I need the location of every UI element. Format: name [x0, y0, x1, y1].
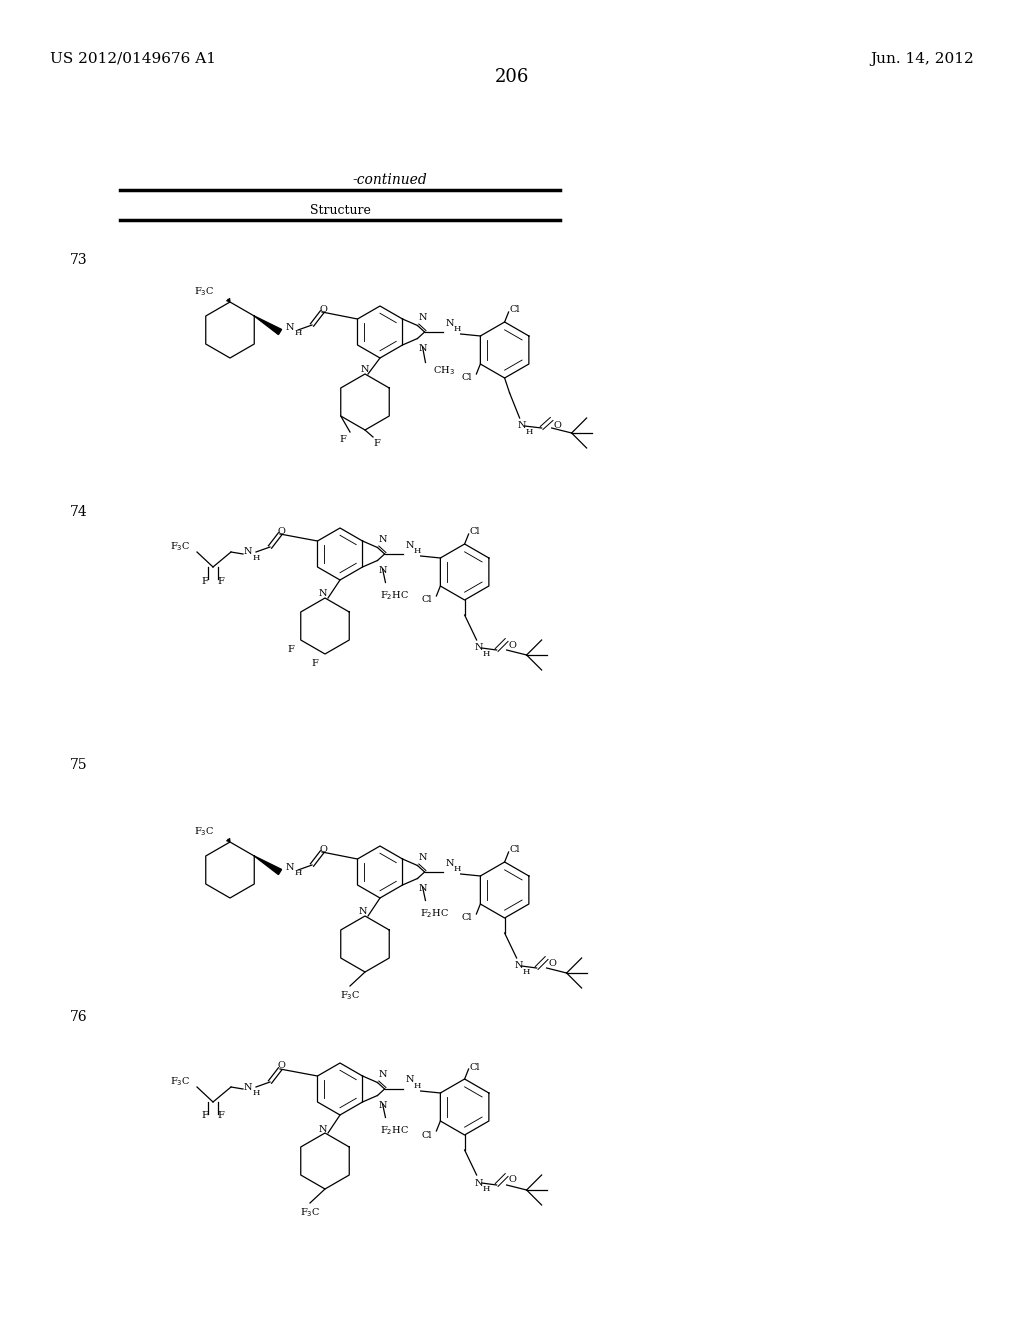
Text: N: N — [514, 961, 523, 970]
Text: N: N — [474, 1179, 483, 1188]
Text: F$_3$C: F$_3$C — [194, 825, 214, 838]
Text: 74: 74 — [70, 506, 88, 519]
Text: F: F — [217, 577, 224, 586]
Text: US 2012/0149676 A1: US 2012/0149676 A1 — [50, 51, 216, 66]
Text: N: N — [418, 884, 427, 894]
Text: F$_3$C: F$_3$C — [170, 1076, 190, 1089]
Text: F$_2$HC: F$_2$HC — [381, 1125, 410, 1137]
Text: N: N — [318, 590, 328, 598]
Text: F: F — [217, 1111, 224, 1121]
Text: N: N — [244, 548, 252, 557]
Text: N: N — [360, 366, 370, 375]
Text: Cl: Cl — [510, 305, 520, 314]
Text: N: N — [244, 1082, 252, 1092]
Text: H: H — [454, 325, 461, 333]
Text: N: N — [378, 1071, 387, 1078]
Text: H: H — [252, 1089, 260, 1097]
Text: F: F — [202, 1111, 209, 1121]
Text: H: H — [294, 869, 302, 876]
Text: H: H — [294, 329, 302, 337]
Text: Cl: Cl — [462, 913, 472, 923]
Text: H: H — [483, 649, 490, 657]
Text: O: O — [554, 421, 561, 429]
Text: F: F — [374, 440, 381, 449]
Text: F: F — [288, 645, 294, 655]
Text: H: H — [526, 428, 534, 436]
Text: H: H — [414, 1082, 421, 1090]
Text: N: N — [286, 862, 294, 871]
Text: F$_3$C: F$_3$C — [300, 1206, 319, 1220]
Text: N: N — [474, 644, 483, 652]
Text: Jun. 14, 2012: Jun. 14, 2012 — [870, 51, 974, 66]
Text: F$_3$C: F$_3$C — [170, 541, 190, 553]
Text: N: N — [418, 853, 427, 862]
Text: Cl: Cl — [470, 528, 480, 536]
Text: F$_3$C: F$_3$C — [194, 285, 214, 298]
Text: CH$_3$: CH$_3$ — [433, 364, 456, 378]
Text: F: F — [340, 436, 346, 445]
Text: N: N — [517, 421, 526, 430]
Text: O: O — [319, 846, 327, 854]
Text: N: N — [378, 535, 387, 544]
Text: -continued: -continued — [352, 173, 427, 187]
Text: Structure: Structure — [309, 205, 371, 216]
Text: N: N — [445, 858, 454, 867]
Text: F$_2$HC: F$_2$HC — [421, 907, 450, 920]
Text: F$_2$HC: F$_2$HC — [381, 589, 410, 602]
Text: 76: 76 — [70, 1010, 88, 1024]
Text: H: H — [483, 1185, 490, 1193]
Text: F: F — [202, 577, 209, 586]
Text: H: H — [252, 554, 260, 562]
Text: Cl: Cl — [422, 595, 432, 605]
Text: N: N — [358, 908, 368, 916]
Text: Cl: Cl — [470, 1063, 480, 1072]
Text: Cl: Cl — [510, 846, 520, 854]
Text: Cl: Cl — [462, 374, 472, 383]
Text: N: N — [418, 345, 427, 352]
Text: O: O — [278, 1061, 285, 1071]
Text: N: N — [378, 566, 387, 576]
Text: F$_3$C: F$_3$C — [340, 990, 360, 1002]
Text: O: O — [549, 958, 557, 968]
Polygon shape — [254, 315, 282, 334]
Text: N: N — [445, 318, 454, 327]
Text: O: O — [278, 527, 285, 536]
Text: O: O — [509, 1176, 516, 1184]
Text: N: N — [418, 313, 427, 322]
Text: H: H — [454, 865, 461, 873]
Text: H: H — [523, 968, 530, 975]
Text: 73: 73 — [70, 253, 88, 267]
Text: O: O — [509, 640, 516, 649]
Text: 206: 206 — [495, 69, 529, 86]
Text: N: N — [406, 540, 414, 549]
Polygon shape — [254, 855, 282, 875]
Text: N: N — [318, 1125, 328, 1134]
Text: H: H — [414, 546, 421, 554]
Text: N: N — [406, 1076, 414, 1085]
Text: F: F — [311, 660, 318, 668]
Text: O: O — [319, 305, 327, 314]
Text: N: N — [378, 1101, 387, 1110]
Text: 75: 75 — [70, 758, 88, 772]
Text: Cl: Cl — [422, 1130, 432, 1139]
Text: N: N — [286, 322, 294, 331]
